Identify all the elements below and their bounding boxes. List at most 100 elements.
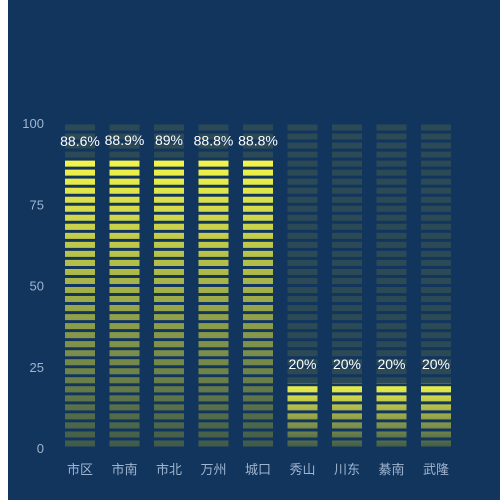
bar-track-segment — [421, 196, 451, 203]
bar-track-segment — [376, 160, 407, 167]
data-labels: 88.6% 88.9% 89% 88.8% 88.8% 20% 20% 20% 20% — [60, 132, 450, 372]
bar-track-segment — [287, 151, 318, 158]
bar — [109, 124, 140, 447]
bar-track-segment — [376, 287, 407, 294]
bar-track-segment — [332, 296, 362, 303]
bar-track-segment — [154, 151, 184, 158]
bar-track-segment — [376, 377, 407, 384]
bar-track-segment — [421, 314, 451, 321]
bar-track-segment — [287, 241, 318, 248]
bar-track-segment — [243, 142, 273, 149]
bar-fill — [376, 383, 407, 447]
bar-track-segment — [421, 232, 451, 239]
data-label: 20% — [377, 356, 405, 372]
y-tick-label: 50 — [30, 279, 44, 294]
bar-track-segment — [287, 268, 318, 275]
data-label: 20% — [333, 356, 361, 372]
bar-fill — [421, 383, 451, 447]
bar-track-segment — [287, 377, 318, 384]
bar-track-segment — [421, 296, 451, 303]
bar-track-segment — [287, 178, 318, 185]
bar-track-segment — [421, 277, 451, 284]
bar-track-segment — [287, 277, 318, 284]
bar-track-segment — [376, 268, 407, 275]
bar-track-segment — [376, 223, 407, 230]
bar-track-segment — [421, 142, 451, 149]
bar-track-segment — [287, 250, 318, 257]
bar-fill — [154, 160, 184, 447]
bar — [243, 124, 273, 447]
bar-track-segment — [421, 377, 451, 384]
bar-track-segment — [421, 160, 451, 167]
bar-track-segment — [421, 250, 451, 257]
bar-track-segment — [376, 232, 407, 239]
bar-track-segment — [332, 178, 362, 185]
bar-track-segment — [109, 124, 140, 131]
bar-track-segment — [287, 196, 318, 203]
bar-track-segment — [421, 259, 451, 266]
bar-track-segment — [154, 124, 184, 131]
data-label: 89% — [155, 132, 183, 148]
bar-track-segment — [376, 259, 407, 266]
bar-track-segment — [332, 268, 362, 275]
bar-track-segment — [332, 368, 362, 375]
bar-track-segment — [421, 368, 451, 375]
bar-track-segment — [332, 287, 362, 294]
bar-track-segment — [421, 214, 451, 221]
bar-track-segment — [332, 223, 362, 230]
bar-track-segment — [287, 133, 318, 140]
bar-track-segment — [332, 169, 362, 176]
y-tick-label: 100 — [22, 116, 44, 131]
bar-track-segment — [376, 124, 407, 131]
bar-track-segment — [376, 277, 407, 284]
bar-fill — [65, 160, 95, 447]
bar-track-segment — [332, 205, 362, 212]
x-tick-label: 城口 — [245, 463, 271, 478]
bar-track-segment — [376, 133, 407, 140]
bar-track-segment — [109, 133, 140, 140]
bar-track-segment — [421, 287, 451, 294]
data-label: 20% — [288, 356, 316, 372]
bar-track-segment — [332, 359, 362, 366]
bar — [154, 124, 184, 447]
bar-track-segment — [376, 359, 407, 366]
bar-track-segment — [376, 214, 407, 221]
bar-track-segment — [332, 232, 362, 239]
bar — [376, 124, 407, 447]
bar-fill — [287, 383, 318, 447]
bar-track-segment — [287, 160, 318, 167]
bar-track-segment — [198, 133, 229, 140]
bar-track-segment — [198, 142, 229, 149]
data-label: 88.8% — [194, 132, 234, 148]
bar-track-segment — [376, 205, 407, 212]
bar-track-segment — [421, 305, 451, 312]
bar-track-segment — [198, 151, 229, 158]
bars — [65, 124, 451, 447]
bar-track-segment — [332, 214, 362, 221]
bar-track-segment — [421, 151, 451, 158]
bar-track-segment — [376, 323, 407, 330]
data-label: 88.8% — [238, 132, 278, 148]
bar-fill — [243, 160, 273, 447]
bar-track-segment — [287, 187, 318, 194]
bar-track-segment — [421, 359, 451, 366]
bar-track-segment — [332, 133, 362, 140]
bar-fill — [332, 383, 362, 447]
bar-track-segment — [109, 151, 140, 158]
bar-track-segment — [65, 124, 95, 131]
bar-track-segment — [421, 223, 451, 230]
bar-track-segment — [376, 296, 407, 303]
bar-track-segment — [376, 142, 407, 149]
bar-track-segment — [376, 368, 407, 375]
bar-track-segment — [287, 287, 318, 294]
bar-track-segment — [376, 341, 407, 348]
bar-track-segment — [376, 241, 407, 248]
bar-track-segment — [243, 151, 273, 158]
bar-track-segment — [421, 323, 451, 330]
bar-track-segment — [376, 187, 407, 194]
bar-track-segment — [287, 314, 318, 321]
bar-track-segment — [332, 241, 362, 248]
bar-track-segment — [376, 350, 407, 357]
bar-track-segment — [421, 350, 451, 357]
x-axis: 市区 市南 市北 万州 城口 秀山 川东 綦南 武隆 — [67, 462, 449, 478]
